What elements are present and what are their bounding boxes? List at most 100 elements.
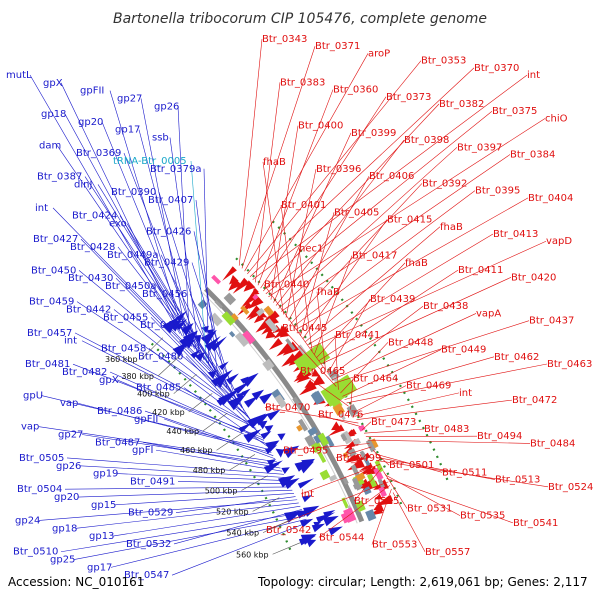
reverse-gene-label: Btr_0428 [70, 242, 115, 253]
forward-gene-label: Btr_0397 [457, 142, 502, 153]
reverse-gene-label: Btr_0442 [66, 304, 111, 315]
forward-gene-label: Btr_0449 [441, 345, 486, 356]
feature-block [310, 390, 325, 405]
forward-gene-label: Btr_0399 [351, 128, 396, 139]
reverse-gene [234, 380, 251, 395]
reverse-gene-label: gp15 [91, 500, 116, 511]
feature-block [221, 311, 236, 326]
forward-gene-label: fhaB [440, 222, 463, 233]
reverse-gene [265, 440, 280, 452]
reverse-gene-label: gp18 [52, 523, 77, 534]
reverse-gene [297, 478, 314, 489]
feature-block [223, 292, 237, 306]
feature-block [332, 375, 339, 383]
reverse-gene [281, 467, 290, 475]
forward-gene [253, 313, 265, 324]
forward-gene-label: Btr_0469 [406, 381, 451, 392]
forward-gene-label: Btr_0415 [387, 215, 432, 226]
forward-gene-label: Btr_0473 [371, 417, 416, 428]
forward-gene-label: Btr_0448 [388, 337, 433, 348]
forward-gene-label: Btr_0383 [280, 77, 325, 88]
map-title: Bartonella tribocorum CIP 105476, comple… [113, 11, 487, 27]
forward-gene-label: Btr_0373 [386, 92, 431, 103]
reverse-gene-label: gp17 [87, 562, 112, 573]
reverse-gene [322, 515, 339, 527]
forward-gene [276, 342, 294, 357]
forward-gene-label: Btr_0472 [512, 395, 557, 406]
feature-block [211, 274, 222, 285]
feature-block [352, 437, 361, 446]
reverse-gene-label: gp24 [15, 515, 40, 526]
feature-block [229, 330, 236, 338]
reverse-gene-label: dinJ [74, 179, 92, 190]
feature-block [374, 460, 384, 473]
reverse-gene [283, 478, 300, 490]
reverse-gene-label: gpX [43, 78, 63, 89]
reverse-gene [240, 376, 249, 384]
reverse-gene-label: Btr_0407 [148, 195, 193, 206]
forward-gene-label: fhaB [405, 258, 428, 269]
reverse-gene-label: Btr_0379a [150, 164, 201, 175]
feature-block [265, 318, 279, 333]
reverse-gene-label: gp20 [54, 492, 79, 503]
reverse-gene-label: Btr_0429 [144, 258, 189, 269]
reverse-gene-label: Btr_0449a [107, 250, 158, 261]
feature-block [317, 450, 327, 464]
feature-block [307, 426, 318, 437]
reverse-gene-label: Btr_0532 [126, 539, 171, 550]
reverse-gene-label: Btr_0452 [140, 320, 185, 331]
forward-gene [228, 277, 242, 291]
reverse-gene [282, 445, 300, 459]
feature-block [197, 299, 208, 310]
reverse-gene-label: gp17 [115, 125, 140, 136]
reverse-gene-label: mutL [6, 70, 32, 81]
feature-block [366, 473, 378, 488]
forward-gene-label: Btr_0398 [404, 135, 449, 146]
reverse-gene-label: vap [21, 422, 39, 433]
reverse-gene-label: Btr_0485 [136, 383, 181, 394]
forward-gene-label: Btr_0541 [513, 518, 558, 529]
feature-block [342, 476, 349, 485]
reverse-gene-label: Btr_0426 [146, 226, 191, 237]
forward-gene-label: int [527, 70, 540, 81]
forward-gene-label: Btr_0371 [315, 41, 360, 52]
reverse-gene [260, 431, 272, 440]
forward-gene-label: fhaB [317, 287, 340, 298]
forward-gene-label: Btr_0439 [370, 294, 415, 305]
feature-block [328, 474, 337, 482]
scale-label: 360 kbp [105, 355, 138, 364]
forward-gene-label: Btr_0445 [282, 323, 327, 334]
forward-gene-label: Btr_0360 [333, 85, 378, 96]
forward-gene [373, 501, 385, 512]
forward-gene-label: Btr_0513 [495, 475, 540, 486]
feature-block [351, 477, 362, 491]
reverse-gene-label: Btr_0486 [97, 406, 142, 417]
reverse-gene-label: Btr_0424 [72, 211, 117, 222]
reverse-gene-label: gp13 [89, 531, 114, 542]
forward-gene-label: Btr_0417 [352, 251, 397, 262]
forward-gene [222, 266, 237, 281]
forward-gene [268, 338, 283, 351]
forward-gene [265, 328, 277, 339]
forward-gene-label: Btr_0553 [372, 540, 417, 551]
feature-block [340, 433, 348, 442]
reverse-gene-label: Btr_0505 [19, 453, 64, 464]
reverse-gene [162, 316, 179, 334]
reverse-gene [201, 325, 209, 334]
scale-label: 520 kbp [216, 507, 249, 516]
reverse-gene-label: Btr_0455 [103, 312, 148, 323]
reverse-gene-label: gpFI [132, 445, 153, 456]
reverse-gene-label: Btr_0427 [33, 234, 78, 245]
reverse-gene-label: Btr_0430 [68, 273, 113, 284]
feature-block [377, 478, 385, 489]
forward-gene-label: hec1 [299, 243, 323, 254]
forward-gene [243, 280, 256, 292]
forward-gene-label: Btr_0353 [421, 56, 466, 67]
feature-block [234, 331, 250, 347]
forward-gene [229, 275, 239, 285]
reverse-gene [264, 425, 274, 433]
feature-block [358, 424, 366, 432]
reverse-gene-label: gp19 [93, 469, 118, 480]
reverse-gene [218, 390, 236, 406]
